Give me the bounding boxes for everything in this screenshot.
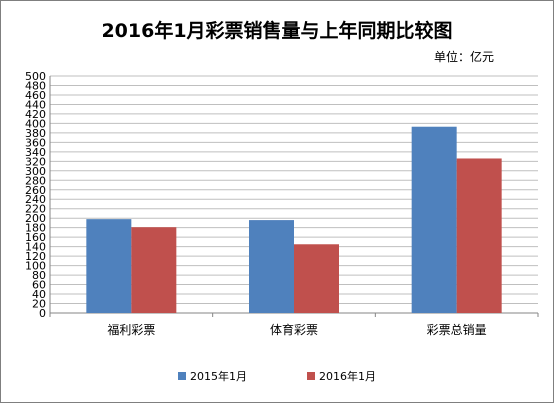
bar-2015-2: [411, 126, 457, 313]
y-tick-label: 200: [25, 212, 46, 225]
y-tick-label: 100: [25, 260, 46, 273]
y-tick-label: 420: [25, 108, 46, 121]
y-tick-label: 0: [39, 307, 46, 320]
y-tick-label: 400: [25, 117, 46, 130]
bar-2016-0: [131, 227, 177, 313]
chart-title: 2016年1月彩票销售量与上年同期比较图: [101, 20, 453, 42]
y-tick-label: 360: [25, 136, 46, 149]
legend-swatch-2016: [307, 372, 315, 380]
y-tick-label: 120: [25, 250, 46, 263]
y-tick-label: 300: [25, 165, 46, 178]
y-tick-label: 320: [25, 155, 46, 168]
bar-2015-1: [249, 220, 294, 313]
y-tick-label: 460: [25, 89, 46, 102]
y-tick-label: 60: [32, 279, 46, 292]
legend-label-2016: 2016年1月: [319, 370, 376, 383]
y-tick-label: 380: [25, 127, 46, 140]
x-category-label: 彩票总销量: [427, 323, 487, 337]
y-tick-label: 160: [25, 231, 46, 244]
y-tick-label: 480: [25, 79, 46, 92]
x-category-label: 福利彩票: [107, 322, 155, 337]
y-tick-label: 220: [25, 203, 46, 216]
y-tick-label: 240: [25, 193, 46, 206]
bar-2016-2: [456, 158, 502, 313]
legend-swatch-2015: [178, 372, 186, 380]
legend: 2015年1月 2016年1月: [0, 368, 554, 384]
y-tick-label: 500: [25, 70, 46, 83]
x-category-label: 体育彩票: [270, 322, 318, 337]
bar-2016-1: [294, 244, 339, 313]
y-tick-label: 140: [25, 241, 46, 254]
y-tick-label: 80: [32, 269, 46, 282]
y-tick-label: 440: [25, 98, 46, 111]
unit-label: 单位：亿元: [433, 50, 494, 64]
legend-item-2015: 2015年1月: [178, 368, 247, 384]
y-tick-label: 20: [32, 298, 46, 311]
bar-2015-0: [86, 219, 132, 313]
y-tick-label: 180: [25, 222, 46, 235]
y-tick-label: 280: [25, 174, 46, 187]
legend-label-2015: 2015年1月: [190, 370, 247, 383]
y-tick-label: 340: [25, 146, 46, 159]
legend-item-2016: 2016年1月: [307, 368, 376, 384]
y-tick-label: 40: [32, 288, 46, 301]
y-tick-label: 260: [25, 184, 46, 197]
